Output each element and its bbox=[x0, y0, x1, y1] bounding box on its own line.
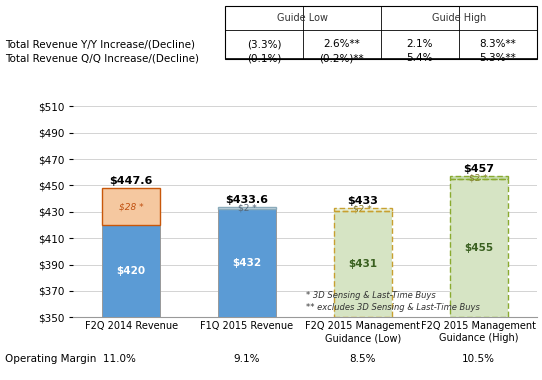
Bar bbox=[334, 211, 392, 317]
Bar bbox=[218, 207, 276, 209]
Text: $431: $431 bbox=[349, 259, 377, 269]
Bar bbox=[450, 179, 508, 317]
Text: Operating Margin  11.0%: Operating Margin 11.0% bbox=[5, 354, 136, 364]
Bar bbox=[334, 208, 392, 211]
Bar bbox=[450, 179, 508, 317]
Bar bbox=[334, 211, 392, 317]
Text: 8.5%: 8.5% bbox=[350, 354, 376, 364]
Text: * 3D Sensing & Last-Time Buys: * 3D Sensing & Last-Time Buys bbox=[306, 291, 436, 300]
Text: (0.1%): (0.1%) bbox=[247, 53, 281, 63]
Text: ** excludes 3D Sensing & Last-Time Buys: ** excludes 3D Sensing & Last-Time Buys bbox=[306, 303, 480, 312]
Text: $457: $457 bbox=[463, 164, 494, 174]
Text: 5.4%: 5.4% bbox=[406, 53, 433, 63]
Text: $420: $420 bbox=[117, 266, 146, 276]
Text: 10.5%: 10.5% bbox=[462, 354, 495, 364]
Text: 2.1%: 2.1% bbox=[406, 39, 433, 49]
Text: $28 *: $28 * bbox=[119, 202, 144, 211]
Text: $455: $455 bbox=[464, 243, 493, 253]
Bar bbox=[450, 176, 508, 179]
Text: $2 *: $2 * bbox=[237, 203, 256, 212]
Text: 5.3%**: 5.3%** bbox=[479, 53, 516, 63]
Text: Total Revenue Q/Q Increase/(Decline): Total Revenue Q/Q Increase/(Decline) bbox=[5, 53, 199, 63]
Text: Guide Low: Guide Low bbox=[278, 13, 328, 23]
Bar bbox=[334, 208, 392, 211]
Bar bbox=[102, 225, 160, 317]
Text: Guide High: Guide High bbox=[431, 13, 486, 23]
Bar bbox=[450, 176, 508, 179]
Text: $2 *: $2 * bbox=[469, 173, 488, 182]
Text: $447.6: $447.6 bbox=[109, 176, 153, 186]
Text: (0.2%)**: (0.2%)** bbox=[319, 53, 364, 63]
Text: $432: $432 bbox=[233, 258, 261, 268]
Bar bbox=[218, 209, 276, 317]
Text: 8.3%**: 8.3%** bbox=[479, 39, 516, 49]
Text: 9.1%: 9.1% bbox=[234, 354, 260, 364]
Text: Total Revenue Y/Y Increase/(Decline): Total Revenue Y/Y Increase/(Decline) bbox=[5, 39, 196, 49]
Text: $2 *: $2 * bbox=[353, 205, 372, 214]
Text: (3.3%): (3.3%) bbox=[247, 39, 281, 49]
Text: 2.6%**: 2.6%** bbox=[324, 39, 360, 49]
Text: $433.6: $433.6 bbox=[225, 195, 268, 204]
Text: $433: $433 bbox=[347, 196, 378, 206]
Bar bbox=[102, 188, 160, 225]
